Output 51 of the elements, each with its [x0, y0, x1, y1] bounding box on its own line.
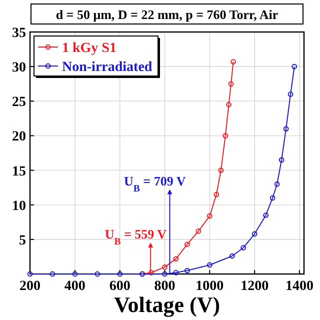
point	[274, 181, 280, 187]
point	[173, 256, 179, 262]
x-tick-label: 600	[109, 279, 130, 294]
x-tick-label: 1400	[286, 279, 314, 294]
point	[206, 213, 212, 219]
x-tick-label: 1000	[196, 279, 224, 294]
point	[222, 133, 228, 138]
point	[196, 228, 202, 234]
point	[240, 245, 246, 250]
x-tick-label: 800	[154, 279, 176, 294]
x-tick-label: 200	[20, 279, 40, 294]
x-axis-title: Voltage (V)	[114, 292, 220, 317]
point	[270, 195, 276, 201]
point	[226, 102, 232, 108]
point	[184, 268, 190, 274]
annotation: U$_{B}$ = 709 V	[124, 173, 186, 194]
annotation: U$_{B}$ = 559 V	[104, 226, 168, 248]
point	[288, 92, 294, 97]
point	[50, 271, 56, 277]
point	[252, 231, 258, 237]
point	[27, 271, 33, 277]
point	[218, 168, 224, 173]
point	[162, 271, 168, 277]
point	[94, 271, 100, 277]
point	[278, 157, 284, 163]
point	[206, 262, 212, 268]
y-tick-label: 25	[12, 95, 26, 110]
legend-label: Non-irradiated	[62, 60, 152, 75]
y-tick-label: 15	[12, 164, 26, 180]
point	[117, 271, 123, 277]
point	[214, 192, 220, 198]
point	[148, 270, 154, 276]
point	[72, 271, 78, 277]
y-tick-label: 5	[19, 233, 26, 248]
y-tick-label: 30	[12, 60, 26, 76]
x-tick-label: 1200	[240, 279, 269, 294]
legend-label: 1 kGy S1	[62, 41, 116, 56]
x-tick-label: 400	[64, 279, 86, 294]
point	[229, 253, 235, 259]
point	[283, 126, 289, 132]
point	[162, 264, 168, 270]
y-tick-label: 20	[12, 130, 26, 145]
point	[228, 81, 234, 87]
point	[173, 270, 179, 276]
y-tick-label: 35	[12, 26, 26, 41]
y-tick-label: 10	[12, 198, 26, 214]
point	[184, 242, 190, 247]
text: d = 50 μm, D = 22 mm, p = 760 Torr, Air	[56, 7, 278, 22]
point	[292, 64, 298, 70]
point	[263, 212, 269, 218]
point	[230, 59, 236, 64]
